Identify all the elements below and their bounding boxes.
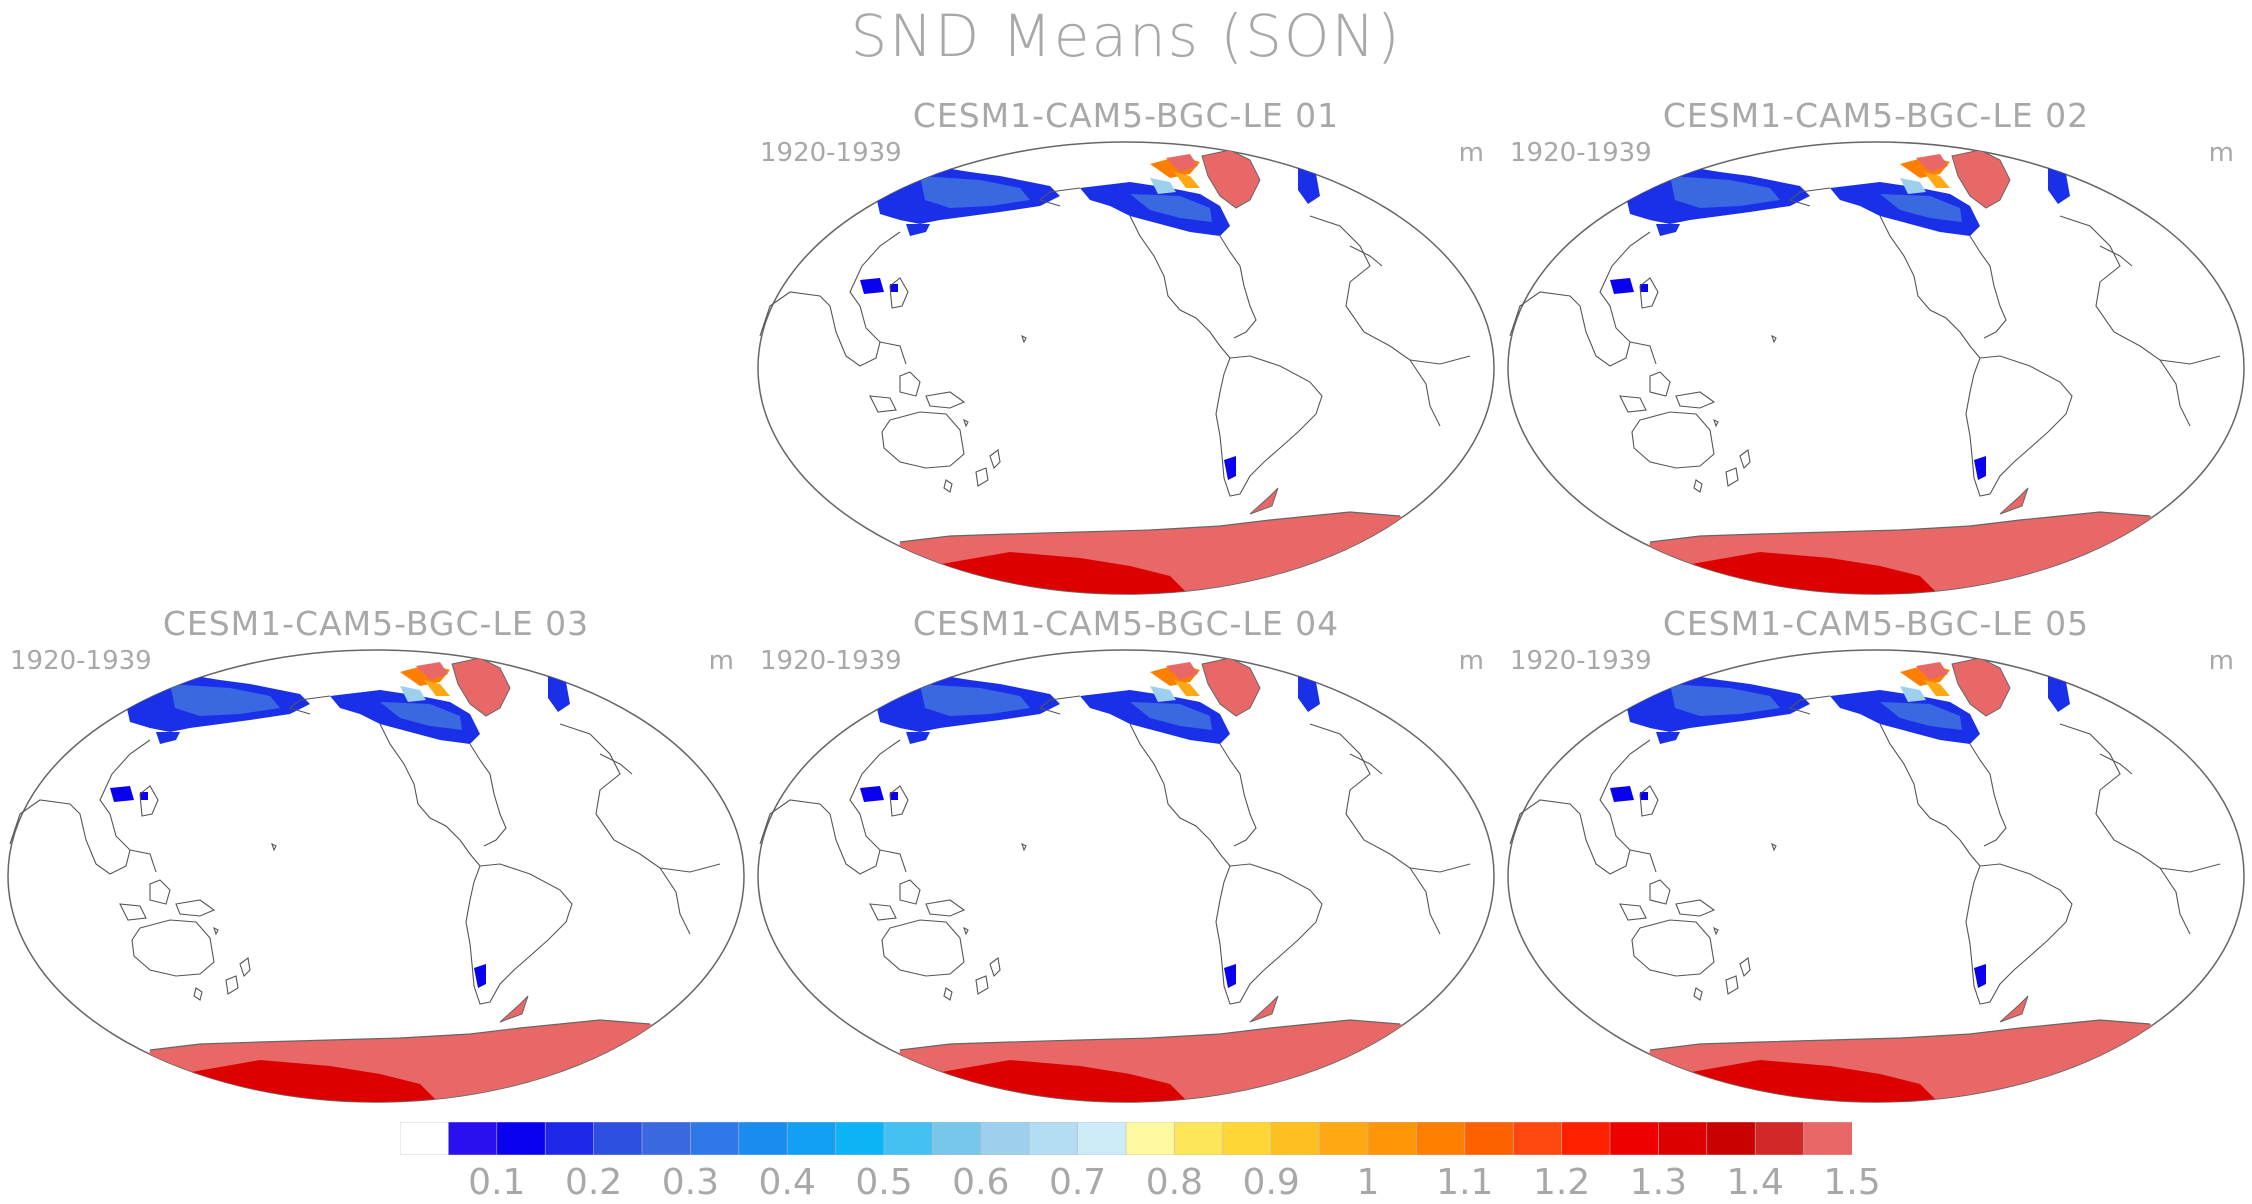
- panel-unit: m: [2208, 138, 2234, 168]
- colorbar-swatch: [1609, 1122, 1660, 1155]
- colorbar-swatches: [400, 1122, 1852, 1155]
- colorbar-tick-label: 1.1: [1436, 1162, 1494, 1203]
- panel-unit: m: [1458, 646, 1484, 676]
- colorbar-swatch: [1561, 1122, 1611, 1155]
- panel-period: 1920-1939: [760, 646, 902, 676]
- colorbar-swatch: [883, 1122, 934, 1155]
- panel-title: CESM1-CAM5-BGC-LE 04: [912, 604, 1340, 643]
- colorbar-swatch: [835, 1122, 885, 1155]
- colorbar-swatch: [496, 1122, 547, 1155]
- colorbar-swatch: [1416, 1122, 1466, 1155]
- panel-unit: m: [708, 646, 734, 676]
- colorbar-swatch: [1512, 1122, 1563, 1155]
- panel-unit: m: [2208, 646, 2234, 676]
- colorbar-tick-label: 1.5: [1823, 1162, 1881, 1203]
- panel-title: CESM1-CAM5-BGC-LE 05: [1662, 604, 2090, 643]
- colorbar-swatch: [786, 1122, 837, 1155]
- colorbar-tick-label: 0.5: [855, 1162, 913, 1203]
- colorbar-tick-label: 1.4: [1726, 1162, 1784, 1203]
- map-panel: CESM1-CAM5-BGC-LE 02 1920-1939 m: [1500, 96, 2252, 596]
- colorbar-tick-label: 0.7: [1048, 1162, 1107, 1203]
- colorbar-swatch: [1125, 1122, 1176, 1155]
- colorbar-tick-label: 0.8: [1145, 1162, 1204, 1203]
- colorbar-swatch: [1706, 1122, 1757, 1155]
- colorbar-swatch: [1270, 1122, 1321, 1155]
- colorbar-swatch: [690, 1122, 740, 1155]
- panel-period: 1920-1939: [1510, 646, 1652, 676]
- map-panel: CESM1-CAM5-BGC-LE 01 1920-1939 m: [750, 96, 1502, 596]
- colorbar-swatch: [1367, 1122, 1418, 1155]
- colorbar-swatch: [1222, 1122, 1272, 1155]
- panel-title: CESM1-CAM5-BGC-LE 03: [162, 604, 590, 643]
- colorbar-swatch: [1658, 1122, 1708, 1155]
- figure-title: SND Means (SON): [850, 2, 1402, 70]
- panel-title: CESM1-CAM5-BGC-LE 02: [1662, 96, 2090, 135]
- colorbar-swatch: [448, 1122, 498, 1155]
- colorbar-swatch: [1754, 1122, 1805, 1155]
- colorbar-swatch: [1028, 1122, 1079, 1155]
- colorbar-swatch: [1174, 1122, 1224, 1155]
- colorbar: [400, 1122, 1852, 1155]
- colorbar-swatch: [400, 1122, 450, 1155]
- colorbar-swatch: [1319, 1122, 1369, 1155]
- world-map: [1500, 96, 2252, 596]
- colorbar-tick-label: 1: [1356, 1162, 1380, 1203]
- world-map: [1500, 604, 2252, 1104]
- map-panel: CESM1-CAM5-BGC-LE 04 1920-1939 m: [750, 604, 1502, 1104]
- colorbar-swatch: [932, 1122, 982, 1155]
- colorbar-tick-label: 0.9: [1242, 1162, 1300, 1203]
- colorbar-swatch: [544, 1122, 595, 1155]
- panel-unit: m: [1458, 138, 1484, 168]
- colorbar-swatch: [593, 1122, 643, 1155]
- panel-period: 1920-1939: [760, 138, 902, 168]
- colorbar-swatch: [980, 1122, 1030, 1155]
- colorbar-tick-label: 1.3: [1629, 1162, 1688, 1203]
- panel-title: CESM1-CAM5-BGC-LE 01: [912, 96, 1340, 135]
- map-panel: CESM1-CAM5-BGC-LE 03 1920-1939 m: [0, 604, 752, 1104]
- panel-period: 1920-1939: [10, 646, 152, 676]
- colorbar-swatch: [1803, 1122, 1852, 1155]
- colorbar-swatch: [641, 1122, 692, 1155]
- colorbar-tick-label: 0.6: [952, 1162, 1010, 1203]
- colorbar-tick-label: 0.1: [468, 1162, 526, 1203]
- colorbar-tick-label: 0.4: [758, 1162, 816, 1203]
- colorbar-swatch: [1077, 1122, 1127, 1155]
- colorbar-tick-label: 0.2: [564, 1162, 623, 1203]
- world-map: [750, 604, 1502, 1104]
- panel-period: 1920-1939: [1510, 138, 1652, 168]
- colorbar-tick-label: 0.3: [661, 1162, 720, 1203]
- world-map: [0, 604, 752, 1104]
- colorbar-swatch: [738, 1122, 788, 1155]
- colorbar-tick-label: 1.2: [1532, 1162, 1591, 1203]
- colorbar-swatch: [1464, 1122, 1515, 1155]
- map-panel: CESM1-CAM5-BGC-LE 05 1920-1939 m: [1500, 604, 2252, 1104]
- world-map: [750, 96, 1502, 596]
